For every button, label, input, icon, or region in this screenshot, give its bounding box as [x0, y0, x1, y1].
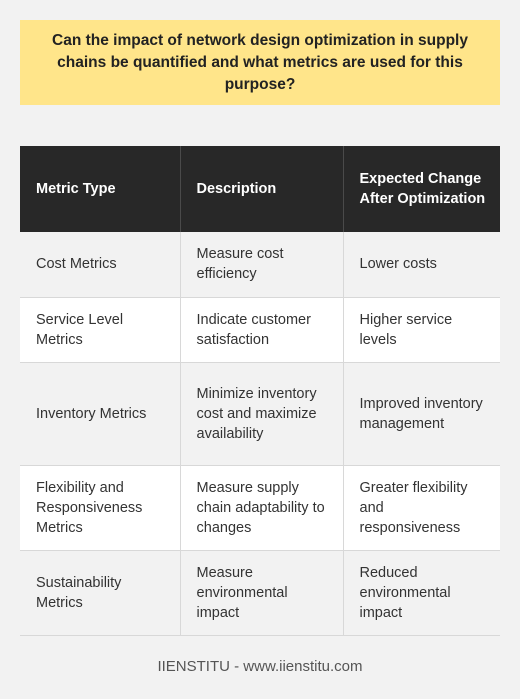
table-row: Sustainability Metrics Measure environme… [20, 550, 500, 636]
cell-expected-change: Higher service levels [343, 297, 500, 363]
metrics-table: Metric Type Description Expected Change … [20, 146, 500, 636]
cell-metric-type: Inventory Metrics [20, 362, 181, 466]
header-expected-change: Expected Change After Optimization [343, 146, 500, 232]
question-box: Can the impact of network design optimiz… [20, 20, 500, 105]
cell-metric-type: Service Level Metrics [20, 297, 181, 363]
table-row: Flexibility and Responsiveness Metrics M… [20, 465, 500, 551]
cell-description: Measure environmental impact [180, 550, 344, 636]
header-metric-type: Metric Type [20, 146, 181, 232]
cell-description: Minimize inventory cost and maximize ava… [180, 362, 344, 466]
cell-expected-change: Greater flexibility and responsiveness [343, 465, 500, 551]
footer-credit: IIENSTITU - www.iienstitu.com [157, 658, 363, 675]
cell-description: Measure supply chain adaptability to cha… [180, 465, 344, 551]
cell-metric-type: Flexibility and Responsiveness Metrics [20, 465, 181, 551]
table-row: Inventory Metrics Minimize inventory cos… [20, 362, 500, 466]
cell-expected-change: Lower costs [343, 232, 500, 298]
table-row: Cost Metrics Measure cost efficiency Low… [20, 232, 500, 298]
question-title: Can the impact of network design optimiz… [52, 31, 468, 93]
table-header-row: Metric Type Description Expected Change … [20, 146, 500, 232]
cell-expected-change: Reduced environmental impact [343, 550, 500, 636]
cell-description: Measure cost efficiency [180, 232, 344, 298]
cell-description: Indicate customer satisfaction [180, 297, 344, 363]
cell-expected-change: Improved inventory management [343, 362, 500, 466]
table-row: Service Level Metrics Indicate customer … [20, 297, 500, 363]
header-description: Description [180, 146, 344, 232]
cell-metric-type: Sustainability Metrics [20, 550, 181, 636]
cell-metric-type: Cost Metrics [20, 232, 181, 298]
